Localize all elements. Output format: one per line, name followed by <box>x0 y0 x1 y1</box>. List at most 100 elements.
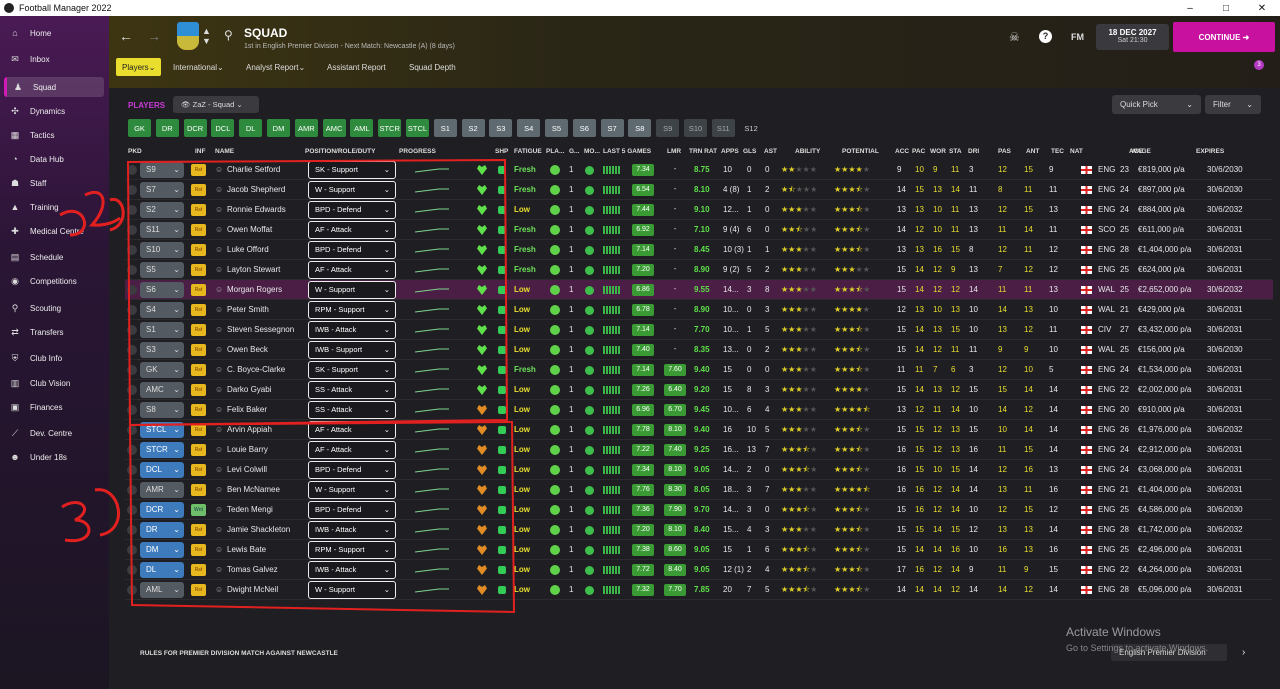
player-row[interactable]: AMC ⌄ Rst ☺ Darko Gyabi SS - Attack ⌄ Low 1 7.26 6… <box>125 380 1273 400</box>
pick-checkbox[interactable] <box>127 165 137 175</box>
squad-position-select[interactable]: GK ⌄ <box>140 362 184 378</box>
tab-analyst-report[interactable]: Analyst Report ⌄ <box>246 58 305 76</box>
sidebar-item-finances[interactable]: ▣ Finances <box>4 397 104 417</box>
player-name[interactable]: Ben McNamee <box>227 485 280 494</box>
column-header[interactable]: PLA... <box>546 148 565 155</box>
position-button-s5[interactable]: S5 <box>545 119 568 137</box>
pick-checkbox[interactable] <box>127 365 137 375</box>
column-header[interactable]: FATIGUE <box>514 148 542 155</box>
player-name[interactable]: Louie Barry <box>227 445 268 454</box>
player-row[interactable]: S1 ⌄ Rst ☺ Steven Sessegnon IWB - Attack ⌄ Low 1… <box>125 320 1273 340</box>
player-row[interactable]: S10 ⌄ Rst ☺ Luke Offord BPD - Defend ⌄ Fresh 1 7.… <box>125 240 1273 260</box>
pick-checkbox[interactable] <box>127 465 137 475</box>
player-row[interactable]: GK ⌄ Rst ☺ C. Boyce-Clarke SK - Support ⌄ Fresh… <box>125 360 1273 380</box>
pick-checkbox[interactable] <box>127 445 137 455</box>
role-duty-select[interactable]: SS - Attack ⌄ <box>308 381 396 399</box>
position-button-s3[interactable]: S3 <box>489 119 513 137</box>
role-duty-select[interactable]: IWB - Attack ⌄ <box>308 521 396 539</box>
column-header[interactable]: POTENTIAL <box>842 148 879 155</box>
player-name[interactable]: Ronnie Edwards <box>227 205 286 214</box>
player-name[interactable]: Jamie Shackleton <box>227 525 291 534</box>
role-duty-select[interactable]: RPM - Support ⌄ <box>308 301 396 319</box>
player-row[interactable]: DR ⌄ Rst ☺ Jamie Shackleton IWB - Attack ⌄ Low 1… <box>125 520 1273 540</box>
position-button-dcr[interactable]: DCR <box>183 119 207 137</box>
position-button-s8[interactable]: S8 <box>628 119 652 137</box>
player-row[interactable]: S6 ⌄ Rst ☺ Morgan Rogers W - Support ⌄ Low 1 6.86… <box>125 280 1273 300</box>
column-header[interactable]: NAT <box>1070 148 1083 155</box>
player-row[interactable]: S4 ⌄ Rst ☺ Peter Smith RPM - Support ⌄ Low 1 6.78… <box>125 300 1273 320</box>
squad-position-select[interactable]: S11 ⌄ <box>140 222 184 238</box>
tab-assistant-report[interactable]: Assistant Report <box>327 58 386 76</box>
squad-position-select[interactable]: AMC ⌄ <box>140 382 184 398</box>
column-header[interactable]: DRI <box>968 148 980 155</box>
position-button-s2[interactable]: S2 <box>461 119 485 137</box>
sidebar-item-transfers[interactable]: ⇄ Transfers <box>4 322 104 342</box>
continue-button[interactable]: CONTINUE ➜ <box>1173 22 1275 52</box>
pick-checkbox[interactable] <box>127 405 137 415</box>
position-button-amc[interactable]: AMC <box>322 119 346 137</box>
sidebar-item-scouting[interactable]: ⚲ Scouting <box>4 298 104 318</box>
date-box[interactable]: 18 DEC 2027 Sat 21:30 <box>1096 24 1169 50</box>
help-icon[interactable]: ? <box>1039 30 1052 43</box>
column-header[interactable]: POSITION/ROLE/DUTY <box>305 148 376 155</box>
squad-position-select[interactable]: S5 ⌄ <box>140 262 184 278</box>
close-icon[interactable]: ✕ <box>1257 2 1267 14</box>
player-name[interactable]: Owen Beck <box>227 345 268 354</box>
role-duty-select[interactable]: SS - Attack ⌄ <box>308 401 396 419</box>
pick-checkbox[interactable] <box>127 425 137 435</box>
player-name[interactable]: Layton Stewart <box>227 265 281 274</box>
player-name[interactable]: Darko Gyabi <box>227 385 272 394</box>
role-duty-select[interactable]: SK - Support ⌄ <box>308 361 396 379</box>
player-row[interactable]: DCR ⌄ Wnt ☺ Teden Mengi BPD - Defend ⌄ Low 1 7.36… <box>125 500 1273 520</box>
column-header[interactable]: PAC <box>912 148 926 155</box>
player-name[interactable]: Levi Colwill <box>227 465 268 474</box>
pick-checkbox[interactable] <box>127 205 137 215</box>
player-row[interactable]: DM ⌄ Rst ☺ Lewis Bate RPM - Support ⌄ Low 1 7.38 8… <box>125 540 1273 560</box>
sidebar-item-staff[interactable]: ☗ Staff <box>4 173 104 193</box>
squad-position-select[interactable]: S9 ⌄ <box>140 162 184 178</box>
skull-icon[interactable]: ☠ <box>1009 30 1020 44</box>
column-header[interactable]: MO... <box>584 148 600 155</box>
player-row[interactable]: S9 ⌄ Rst ☺ Charlie Setford SK - Support ⌄ Fresh… <box>125 160 1273 180</box>
column-header[interactable]: LAST 5 GAMES <box>603 148 652 155</box>
pick-checkbox[interactable] <box>127 345 137 355</box>
position-button-s11[interactable]: S11 <box>711 119 735 137</box>
player-row[interactable]: S11 ⌄ Rst ☺ Owen Moffat AF - Attack ⌄ Fresh 1 6.9… <box>125 220 1273 240</box>
squad-position-select[interactable]: S6 ⌄ <box>140 282 184 298</box>
sidebar-item-medical-centre[interactable]: ✚ Medical Centre <box>4 221 104 241</box>
player-name[interactable]: Morgan Rogers <box>227 285 283 294</box>
sidebar-item-home[interactable]: ⌂ Home <box>4 23 104 43</box>
column-header[interactable]: INF <box>195 148 206 155</box>
quick-pick-button[interactable]: Quick Pick ⌄ <box>1112 95 1201 114</box>
role-duty-select[interactable]: IWB - Attack ⌄ <box>308 321 396 339</box>
pick-checkbox[interactable] <box>127 485 137 495</box>
player-row[interactable]: STCR ⌄ Rst ☺ Louie Barry AF - Attack ⌄ Low 1 7.22… <box>125 440 1273 460</box>
pick-checkbox[interactable] <box>127 585 137 595</box>
sidebar-item-data-hub[interactable]: ◔ Data Hub <box>4 149 104 169</box>
column-header[interactable]: APPS <box>721 148 739 155</box>
position-button-s12[interactable]: S12 <box>739 119 763 137</box>
pick-checkbox[interactable] <box>127 225 137 235</box>
sidebar-item-under-18s[interactable]: ☻ Under 18s <box>4 447 104 467</box>
column-header[interactable]: GLS <box>743 148 757 155</box>
player-name[interactable]: Felix Baker <box>227 405 268 414</box>
column-header[interactable]: AGE <box>1129 148 1144 155</box>
column-header[interactable]: NAME <box>215 148 235 155</box>
sidebar-item-club-info[interactable]: ⛨ Club Info <box>4 348 104 368</box>
column-header[interactable]: TEC <box>1051 148 1064 155</box>
maximize-icon[interactable]: □ <box>1222 2 1230 14</box>
player-row[interactable]: S2 ⌄ Rst ☺ Ronnie Edwards BPD - Defend ⌄ Low 1 7.… <box>125 200 1273 220</box>
squad-position-select[interactable]: DCR ⌄ <box>140 502 184 518</box>
pick-checkbox[interactable] <box>127 545 137 555</box>
position-button-s6[interactable]: S6 <box>572 119 596 137</box>
role-duty-select[interactable]: AF - Attack ⌄ <box>308 441 396 459</box>
sidebar-item-dynamics[interactable]: ✣ Dynamics <box>4 101 104 121</box>
player-name[interactable]: Lewis Bate <box>227 545 267 554</box>
role-duty-select[interactable]: BPD - Defend ⌄ <box>308 241 396 259</box>
role-duty-select[interactable]: IWB - Support ⌄ <box>308 341 396 359</box>
squad-position-select[interactable]: STCL ⌄ <box>140 422 184 438</box>
sidebar-item-schedule[interactable]: ▤ Schedule <box>4 247 104 267</box>
player-name[interactable]: Tomas Galvez <box>227 565 278 574</box>
position-button-dr[interactable]: DR <box>155 119 179 137</box>
column-header[interactable]: PROGRESS <box>399 148 436 155</box>
